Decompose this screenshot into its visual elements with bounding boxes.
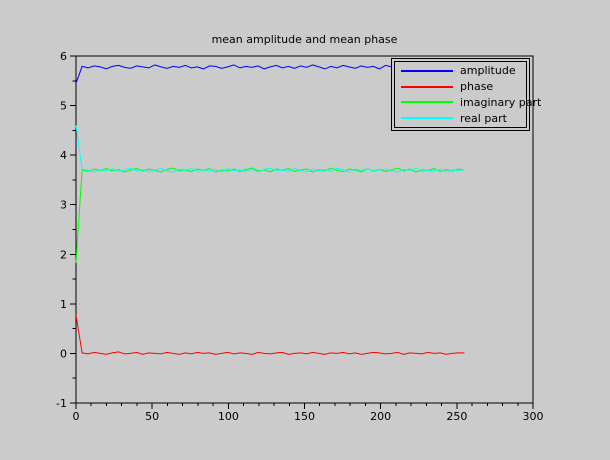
- svg-text:50: 50: [145, 410, 159, 423]
- legend-line-sample-phase: [401, 85, 453, 88]
- svg-text:2: 2: [60, 248, 67, 261]
- svg-text:100: 100: [218, 410, 239, 423]
- legend-item-imaginary-part: imaginary part: [401, 96, 541, 109]
- svg-text:5: 5: [60, 100, 67, 113]
- svg-text:200: 200: [370, 410, 391, 423]
- legend-label-phase: phase: [460, 80, 494, 94]
- svg-text:0: 0: [60, 347, 67, 360]
- svg-text:6: 6: [60, 50, 67, 63]
- svg-text:3: 3: [60, 199, 67, 212]
- chart-title: mean amplitude and mean phase: [211, 33, 398, 46]
- legend-line-sample-imaginary-part: [401, 101, 453, 104]
- legend-item-phase: phase: [401, 80, 526, 93]
- svg-text:0: 0: [73, 410, 80, 423]
- svg-text:150: 150: [294, 410, 315, 423]
- svg-text:4: 4: [60, 149, 67, 162]
- legend-label-real-part: real part: [460, 111, 507, 125]
- svg-text:300: 300: [523, 410, 544, 423]
- svg-text:250: 250: [446, 410, 467, 423]
- legend-label-imaginary-part: imaginary part: [460, 95, 542, 109]
- legend-line-sample-amplitude: [401, 69, 453, 72]
- legend-box: amplitude phase imaginary part real part: [394, 61, 541, 128]
- legend-item-real-part: real part: [401, 112, 526, 125]
- legend-item-amplitude: amplitude: [401, 64, 526, 77]
- legend-label-amplitude: amplitude: [460, 64, 516, 78]
- svg-text:-1: -1: [56, 397, 67, 410]
- legend: amplitude phase imaginary part real part: [391, 58, 541, 131]
- legend-line-sample-real-part: [401, 117, 453, 120]
- svg-text:1: 1: [60, 298, 67, 311]
